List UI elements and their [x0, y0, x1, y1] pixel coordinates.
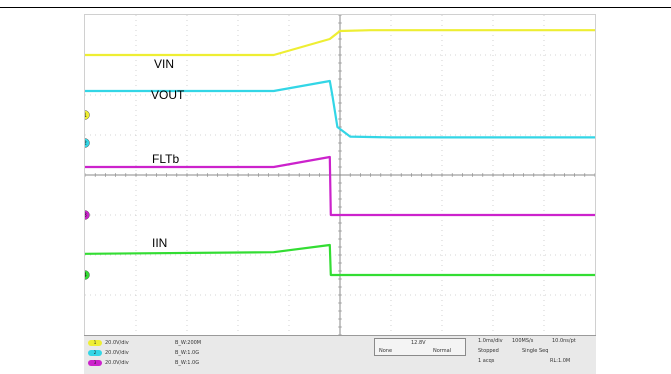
trace-iin [85, 243, 595, 277]
channel-scale-3: 20.0V/div [105, 359, 129, 366]
channel-row-3: 3 20.0V/div B_W:1.0G [88, 358, 199, 367]
channel-marker-2 [85, 138, 90, 148]
channel-marker-label-3: 3 [85, 212, 87, 219]
trace-vout [85, 79, 595, 139]
acq-state: Stopped [478, 348, 499, 354]
channel-bw-3: B_W:1.0G [175, 359, 200, 366]
traces [85, 29, 595, 277]
top-rule [0, 7, 671, 8]
plot-canvas: 1 2 3 4 [85, 15, 595, 335]
trace-fltb [85, 155, 595, 217]
channel-pill-3[interactable]: 3 [88, 359, 102, 366]
channel-pill-2[interactable]: 2 [88, 349, 102, 356]
acq-sequence: Single Seq [522, 348, 549, 354]
trigger-mode-left: None [379, 348, 393, 354]
channel-markers: 1 2 3 4 [85, 110, 90, 280]
label-vin: VIN [154, 57, 175, 71]
channel-marker-1 [85, 110, 90, 120]
channel-scale-2: 20.0V/div [105, 349, 129, 356]
trigger-mode-right: Normal [433, 348, 452, 354]
acq-timebase: 1.0ms/div [478, 338, 503, 344]
oscilloscope-plot: 1 2 3 4 VIN VOUT FLTb IIN [84, 14, 596, 336]
channel-scale-1: 20.0V/div [105, 339, 129, 346]
channel-bw-1: B_W:200M [175, 339, 202, 346]
acq-count: 1 acqs [478, 358, 495, 364]
label-iin: IIN [152, 236, 168, 250]
scope-status-bar: 1 20.0V/div B_W:200M 2 20.0V/div B_W:1.0… [84, 335, 596, 374]
channel-pill-1[interactable]: 1 [88, 339, 102, 346]
channel-bw-2: B_W:1.0G [175, 349, 200, 356]
channel-marker-4 [85, 270, 90, 280]
acq-record-length: RL:1.0M [550, 358, 571, 364]
channel-marker-label-1: 1 [85, 112, 87, 119]
channel-row-2: 2 20.0V/div B_W:1.0G [88, 348, 199, 357]
channel-marker-label-2: 2 [85, 140, 87, 147]
label-fltb: FLTb [152, 152, 180, 166]
channel-marker-label-4: 4 [85, 272, 87, 279]
acq-resolution: 10.0ns/pt [552, 338, 576, 344]
channel-marker-3 [85, 210, 90, 220]
trigger-box[interactable]: 12.8V None Normal [374, 338, 466, 356]
label-vout: VOUT [151, 88, 185, 102]
channel-row-1: 1 20.0V/div B_W:200M [88, 338, 201, 347]
trigger-level: 12.8V [411, 340, 426, 346]
trace-vin [85, 29, 595, 57]
acq-sample-rate: 100MS/s [512, 338, 534, 344]
